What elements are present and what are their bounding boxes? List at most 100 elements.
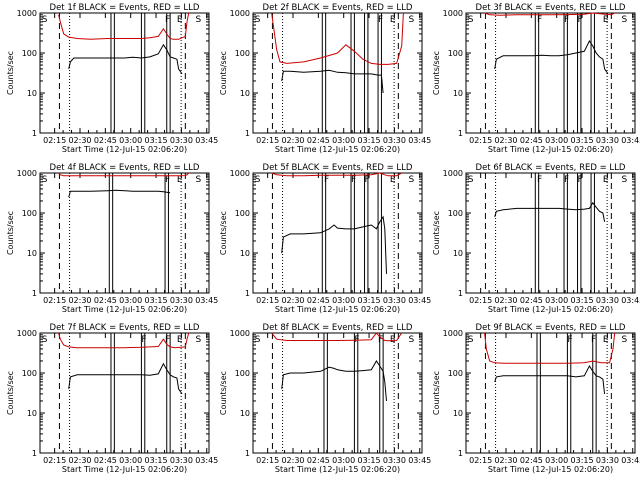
x-tick-label: 03:15: [145, 296, 168, 305]
events-series-line: [494, 365, 606, 394]
x-tick-label: 03:30: [596, 136, 619, 145]
marker-letter: E: [177, 15, 183, 25]
marker-letter: F: [378, 335, 383, 345]
x-axis-label: Start Time (12-Jul-15 02:06:20): [275, 465, 400, 474]
y-tick-label: 10: [27, 249, 37, 258]
plot-frame: [465, 332, 636, 454]
marker-letter: F: [165, 175, 170, 185]
marker-letter: E: [603, 335, 609, 345]
x-tick-label: 02:15: [43, 136, 66, 145]
y-tick-label: 10: [240, 89, 250, 98]
x-axis-label: Start Time (12-Jul-15 02:06:20): [275, 305, 400, 314]
y-tick-label: 100: [235, 209, 250, 218]
x-tick-label: 02:30: [68, 296, 91, 305]
marker-letter: E: [390, 15, 396, 25]
panel-5: Det 5f BLACK = Events, RED = LLD 1 10 100 10…: [219, 163, 431, 314]
marker-letter: S: [42, 15, 48, 25]
marker-letter: F: [578, 175, 583, 185]
x-tick-label: 02:30: [494, 296, 517, 305]
panel-title: Det 3f BLACK = Events, RED = LLD: [476, 3, 626, 13]
x-tick-label: 02:15: [256, 456, 279, 465]
y-tick-label: 1: [458, 449, 463, 458]
marker-letter: F: [324, 175, 329, 185]
panel-title: Det 4f BLACK = Events, RED = LLD: [50, 163, 200, 173]
y-tick-label: 100: [235, 369, 250, 378]
y-tick-label: 1: [245, 449, 250, 458]
y-axis-label: Counts/sec: [219, 371, 228, 415]
lld-series-line: [58, 12, 190, 40]
x-tick-label: 03:30: [596, 456, 619, 465]
x-tick-label: 03:45: [621, 296, 640, 305]
y-tick-label: 10: [240, 249, 250, 258]
x-tick-label: 02:15: [256, 296, 279, 305]
events-series-line: [281, 360, 387, 402]
panel-6: Det 6f BLACK = Events, RED = LLD 1 10 100 10…: [432, 163, 640, 314]
y-tick-label: 1000: [443, 9, 463, 18]
y-tick-label: 1000: [443, 329, 463, 338]
y-tick-label: 100: [22, 209, 37, 218]
marker-letter: E: [603, 175, 609, 185]
x-tick-label: 03:15: [358, 296, 381, 305]
y-axis-label: Counts/sec: [6, 211, 15, 255]
y-axis-label: Counts/sec: [219, 211, 228, 255]
events-series-line: [68, 362, 183, 395]
marker-letter: S: [255, 335, 261, 345]
y-axis-label: Counts/sec: [6, 371, 15, 415]
events-series-line: [494, 40, 609, 75]
x-tick-label: 02:30: [68, 456, 91, 465]
x-tick-label: 03:15: [358, 456, 381, 465]
panel-title: Det 9f BLACK = Events, RED = LLD: [476, 323, 626, 333]
x-tick-label: 03:00: [119, 136, 142, 145]
panel-1: Det 1f BLACK = Events, RED = LLD 1 10 100 10…: [6, 3, 218, 154]
y-tick-label: 100: [22, 49, 37, 58]
x-tick-label: 03:45: [195, 136, 218, 145]
x-tick-label: 03:00: [332, 296, 355, 305]
x-tick-label: 02:15: [256, 136, 279, 145]
marker-letter: S: [468, 15, 474, 25]
y-tick-label: 10: [27, 409, 37, 418]
x-tick-label: 02:45: [307, 296, 330, 305]
y-tick-label: 1: [245, 129, 250, 138]
x-axis-label: Start Time (12-Jul-15 02:06:20): [62, 465, 187, 474]
y-tick-label: 100: [448, 209, 463, 218]
x-tick-label: 03:15: [571, 456, 594, 465]
marker-letter: F: [564, 15, 569, 25]
y-tick-label: 10: [27, 89, 37, 98]
x-tick-label: 03:00: [119, 296, 142, 305]
x-tick-label: 03:45: [408, 296, 431, 305]
x-tick-label: 03:15: [358, 136, 381, 145]
x-axis-label: Start Time (12-Jul-15 02:06:20): [62, 305, 187, 314]
x-tick-label: 03:45: [408, 136, 431, 145]
y-tick-label: 10: [240, 409, 250, 418]
x-tick-label: 03:00: [332, 456, 355, 465]
plot-frame: [39, 332, 210, 454]
plot-frame: [252, 172, 423, 294]
x-tick-label: 02:30: [494, 456, 517, 465]
x-tick-label: 02:45: [307, 456, 330, 465]
y-tick-label: 100: [448, 49, 463, 58]
y-tick-label: 1000: [443, 169, 463, 178]
marker-letter: E: [390, 335, 396, 345]
panel-4: Det 4f BLACK = Events, RED = LLD 1 10 100 10…: [6, 163, 218, 314]
marker-letter: S: [42, 175, 48, 185]
y-tick-label: 1: [245, 289, 250, 298]
panel-9: Det 9f BLACK = Events, RED = LLD 1 10 100 10…: [432, 323, 640, 474]
panel-title: Det 2f BLACK = Events, RED = LLD: [263, 3, 413, 13]
y-tick-label: 1000: [230, 9, 250, 18]
y-tick-label: 1: [32, 449, 37, 458]
x-tick-label: 03:30: [383, 296, 406, 305]
y-tick-label: 1: [32, 129, 37, 138]
x-axis-label: Start Time (12-Jul-15 02:06:20): [488, 145, 613, 154]
marker-letter: F: [564, 175, 569, 185]
y-tick-label: 1000: [17, 329, 37, 338]
x-tick-label: 03:45: [621, 456, 640, 465]
panel-8: Det 8f BLACK = Events, RED = LLD 1 10 100 10…: [219, 323, 431, 474]
x-tick-label: 02:45: [94, 456, 117, 465]
marker-letter: S: [408, 15, 414, 25]
y-tick-label: 10: [453, 409, 463, 418]
lld-series-line: [271, 172, 402, 177]
x-tick-label: 02:15: [43, 296, 66, 305]
y-tick-label: 1000: [230, 329, 250, 338]
x-tick-label: 03:00: [332, 136, 355, 145]
